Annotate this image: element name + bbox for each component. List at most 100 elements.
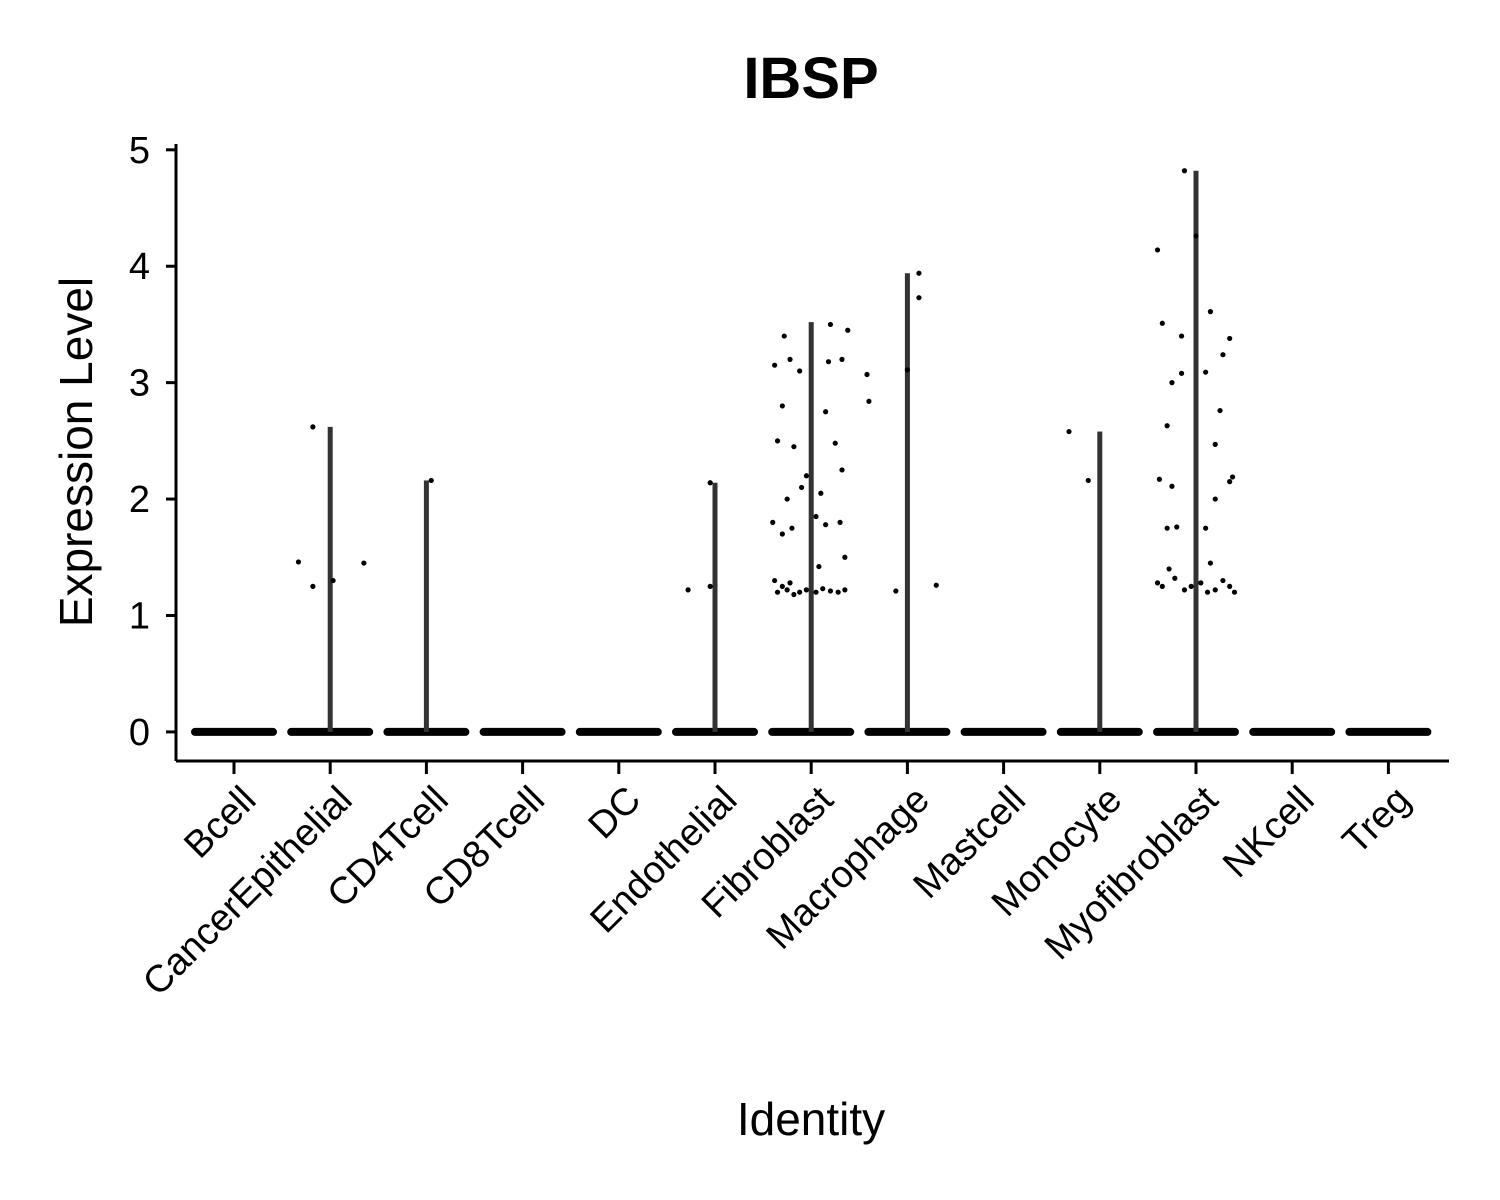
- data-point: [787, 580, 793, 586]
- data-point: [361, 560, 367, 566]
- data-point: [842, 587, 848, 593]
- data-point: [707, 480, 713, 486]
- violin-spike: [904, 273, 910, 732]
- data-point: [791, 591, 797, 598]
- data-point: [1193, 233, 1199, 239]
- violin-Macrophage: [864, 270, 951, 736]
- data-point: [1172, 575, 1178, 581]
- y-tick-label: 2: [129, 479, 150, 521]
- violin-Fibroblast: [768, 321, 855, 736]
- data-point: [797, 368, 803, 374]
- data-point: [295, 559, 302, 565]
- violin-CancerEpithelial: [287, 424, 374, 736]
- data-point: [839, 356, 845, 362]
- data-point: [772, 362, 778, 368]
- violin-base: [1345, 727, 1432, 736]
- violin-CD8Tcell: [479, 727, 566, 736]
- data-point: [803, 587, 809, 593]
- data-point: [823, 409, 829, 415]
- data-point: [779, 583, 785, 589]
- data-point: [837, 519, 843, 525]
- data-point: [1212, 496, 1218, 502]
- x-tick-label: Treg: [1335, 779, 1419, 863]
- x-tick-label: DC: [581, 779, 650, 848]
- violin-Endothelial: [672, 480, 758, 736]
- data-point: [784, 496, 790, 502]
- data-point: [864, 371, 870, 378]
- data-point: [1198, 580, 1204, 586]
- data-point: [797, 589, 803, 595]
- violin-Mastcell: [960, 727, 1047, 736]
- data-point: [779, 531, 785, 537]
- data-point: [835, 589, 841, 595]
- data-point: [798, 484, 805, 491]
- data-point: [818, 490, 824, 496]
- data-point: [816, 563, 822, 570]
- data-point: [1156, 476, 1163, 482]
- data-point: [1178, 333, 1185, 339]
- violin-NKcell: [1249, 727, 1336, 736]
- data-point: [1178, 370, 1185, 376]
- data-point: [832, 440, 838, 446]
- data-point: [1159, 583, 1165, 589]
- data-point: [1066, 428, 1072, 435]
- data-point: [827, 321, 834, 328]
- x-tick-label: Bcell: [176, 779, 264, 867]
- data-point: [1188, 583, 1194, 589]
- data-point: [916, 270, 922, 276]
- data-point: [1203, 369, 1209, 375]
- violin-base: [575, 727, 662, 736]
- data-point: [1227, 583, 1233, 589]
- violin-base: [479, 727, 566, 736]
- data-point: [1169, 380, 1175, 386]
- x-tick-label: Myofibroblast: [1037, 778, 1227, 968]
- data-point: [803, 473, 809, 479]
- data-point: [1154, 247, 1161, 253]
- data-point: [1181, 587, 1188, 593]
- data-point: [813, 513, 819, 520]
- data-point: [789, 525, 795, 531]
- violin-spike: [1193, 170, 1199, 732]
- data-point: [904, 367, 911, 373]
- data-point: [784, 587, 790, 593]
- violin-base: [1153, 727, 1239, 736]
- y-tick-label: 3: [129, 363, 150, 405]
- data-point: [1212, 587, 1218, 593]
- data-point: [1231, 589, 1238, 595]
- data-point: [1207, 560, 1214, 566]
- data-point: [1203, 525, 1209, 531]
- data-point: [1217, 407, 1223, 414]
- y-axis-label: Expression Level: [50, 277, 102, 627]
- data-point: [823, 522, 829, 528]
- chart-title: IBSP: [743, 46, 878, 111]
- y-tick-label: 4: [129, 246, 150, 288]
- data-point: [839, 467, 845, 473]
- y-tick-label: 5: [129, 130, 150, 172]
- data-point: [774, 589, 781, 595]
- data-point: [779, 403, 785, 409]
- data-point: [310, 424, 316, 430]
- data-point: [845, 327, 851, 333]
- data-point: [1204, 589, 1211, 595]
- x-tick-label: NKcell: [1215, 779, 1322, 886]
- violin-CD4Tcell: [383, 477, 470, 736]
- data-point: [1181, 168, 1188, 174]
- data-point: [770, 519, 776, 525]
- data-point: [1227, 479, 1233, 485]
- data-point: [813, 589, 819, 595]
- data-point: [428, 477, 434, 484]
- violin-spike: [808, 322, 814, 732]
- data-point: [707, 583, 713, 589]
- data-point: [330, 577, 336, 584]
- data-point: [827, 588, 834, 594]
- data-point: [774, 438, 781, 444]
- data-point: [866, 398, 872, 404]
- data-point: [820, 586, 826, 592]
- violin-spike: [423, 480, 429, 732]
- data-point: [1212, 441, 1218, 447]
- data-point: [772, 577, 778, 584]
- data-point: [1166, 566, 1172, 572]
- data-point: [1229, 474, 1236, 480]
- violin-Bcell: [191, 727, 277, 736]
